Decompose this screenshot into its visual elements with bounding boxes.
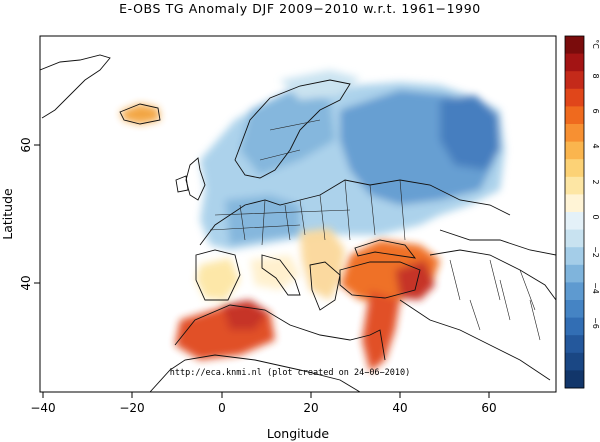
colorbar-tick-label: −6 (591, 317, 600, 329)
colorbar-tick: 6 (591, 108, 600, 113)
cold-scandinavia (240, 90, 335, 175)
plot-frame (39, 35, 557, 393)
colorbar-cell (565, 352, 584, 371)
y-tick: 40 (19, 275, 40, 291)
turkey-coast (339, 261, 421, 299)
middle-east-borders (399, 299, 551, 381)
country-borders (209, 119, 541, 341)
colorbar-tick: 8 (591, 73, 600, 78)
sahara-borders (149, 354, 361, 392)
colorbar-tick: −6 (591, 317, 600, 329)
asia-border-lines (449, 259, 541, 341)
x-axis-label: Longitude (267, 426, 329, 441)
credit-text: http://eca.knmi.nl (plot created on 24−0… (170, 368, 411, 378)
colorbar-tick: −2 (591, 246, 600, 258)
y-tick: 60 (19, 137, 40, 153)
colorbar-tick: 0 (591, 214, 600, 219)
map-title: E-OBS TG Anomaly DJF 2009−2010 w.r.t. 19… (119, 1, 481, 16)
x-tick: −40 (30, 392, 56, 415)
y-tick-label: 60 (19, 137, 33, 152)
coastlines (40, 54, 556, 392)
colorbar-cell (565, 71, 584, 90)
colorbar-tick-label: 8 (591, 73, 600, 78)
colorbar-cell (565, 106, 584, 125)
colorbar-cell (565, 141, 584, 160)
x-tick: −20 (119, 392, 145, 415)
y-tick-label: 40 (19, 275, 33, 290)
colorbar-cell (565, 300, 584, 318)
colorbar-tick: 4 (591, 143, 600, 148)
colorbar-tick-label: 6 (591, 108, 600, 113)
colorbar-cell (565, 229, 584, 248)
black-sea-coast (354, 239, 417, 259)
iberia-coast (195, 249, 241, 301)
warm-italy (250, 255, 300, 290)
anomaly-field (40, 54, 556, 392)
strongest-cold-urals (440, 95, 500, 170)
central-asia-borders (439, 229, 556, 256)
y-axis-label: Latitude (0, 188, 15, 240)
colorbar-tick: 2 (591, 179, 600, 184)
colorbar-cell (565, 159, 584, 178)
colorbar-tick-label: −2 (591, 246, 600, 258)
greenland-coast (40, 54, 111, 119)
border-lines (209, 119, 406, 246)
x-tick: 40 (392, 392, 408, 415)
colorbar-cell (565, 194, 584, 213)
north-africa-coast (174, 304, 386, 361)
x-tick-label: 0 (218, 401, 226, 415)
colorbar-cell (565, 212, 584, 230)
colorbar-tick-label: −4 (591, 282, 600, 294)
colorbar-tick: −4 (591, 282, 600, 294)
colorbar-cell (565, 370, 584, 389)
ireland-coast (175, 175, 189, 193)
colorbar-cell (565, 124, 584, 142)
colorbar-cell (565, 36, 584, 54)
colorbar-frame (564, 35, 585, 389)
colorbar-tick-label: 2 (591, 179, 600, 184)
italy-coast (261, 254, 301, 296)
x-axis: −40 −20 0 20 40 60 Longitude (30, 392, 497, 441)
strong-warm-caucasus (395, 260, 435, 300)
iceland-coast (119, 103, 161, 125)
x-tick: 20 (303, 392, 319, 415)
warm-iberia (196, 258, 240, 300)
warm-iceland (120, 104, 160, 124)
x-tick: 0 (218, 392, 226, 415)
x-tick-label: −40 (30, 401, 55, 415)
x-tick-label: 40 (392, 401, 407, 415)
colorbar-cell (565, 53, 584, 72)
strong-warm-algeria (222, 300, 268, 330)
colorbar-cell (565, 247, 584, 266)
colorbar-tick-label: 0 (591, 214, 600, 219)
colorbar-cell (565, 282, 584, 301)
x-tick-label: 20 (303, 401, 318, 415)
x-tick: 60 (481, 392, 497, 415)
colorbar-unit: °C (591, 39, 600, 49)
colorbar-cells (565, 36, 584, 389)
cold-north-coast (280, 70, 360, 100)
y-axis: 40 60 Latitude (0, 137, 40, 291)
x-tick-label: 60 (481, 401, 496, 415)
greece-coast (309, 261, 341, 311)
warm-levant (362, 290, 400, 372)
x-tick-label: −20 (119, 401, 144, 415)
colorbar-tick-label: 4 (591, 143, 600, 148)
colorbar-cell (565, 264, 584, 283)
scandinavia-coast (234, 79, 351, 179)
colorbar-cell (565, 317, 584, 336)
caspian-region-borders (429, 249, 556, 301)
colorbar-cell (565, 88, 584, 107)
colorbar-cell (565, 335, 584, 354)
colorbar: °C 8 6 4 2 0 −2 −4 −6 (564, 35, 600, 389)
colorbar-cell (565, 176, 584, 195)
